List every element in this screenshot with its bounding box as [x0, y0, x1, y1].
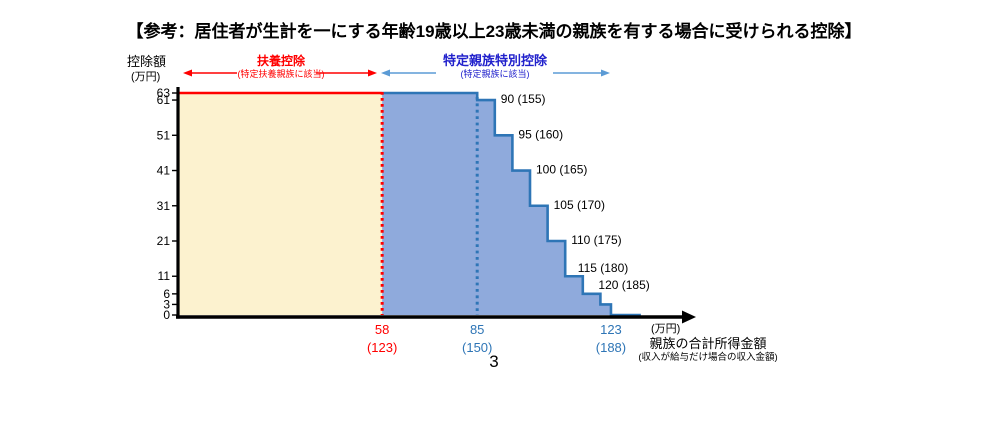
- fuyou-region: [178, 93, 383, 315]
- x-tick-income: 85: [470, 322, 484, 337]
- x-axis-title: 親族の合計所得金額: [649, 336, 767, 351]
- step-label: 110 (175): [571, 233, 621, 247]
- tokutei-region: [382, 93, 641, 315]
- y-tick-label: 51: [157, 128, 171, 142]
- tokutei-range-arrow-right-arrowhead: [601, 69, 610, 77]
- fuyou-range-arrow-right-arrowhead: [368, 69, 377, 77]
- fuyou-header-label: 扶養控除: [256, 54, 305, 68]
- y-tick-label: 0: [163, 308, 170, 322]
- tokutei-header: 特定親族特別控除 (特定親族に該当): [378, 53, 612, 79]
- x-tick-income: 123: [600, 322, 622, 337]
- page-number: 3: [489, 352, 499, 371]
- x-tick-salary: (150): [462, 340, 492, 355]
- y-tick-label: 63: [157, 86, 171, 100]
- step-label: 105 (170): [554, 198, 605, 212]
- page-title: 【参考：居住者が生計を一にする年齢19歳以上23歳未満の親族を有する場合に受けら…: [126, 22, 862, 41]
- y-tick-label: 21: [157, 234, 171, 248]
- x-axis-title-block: 親族の合計所得金額 (収入が給与だけ場合の収入金額): [624, 336, 792, 364]
- y-tick-label: 61: [157, 93, 171, 107]
- y-tick-label: 41: [157, 164, 171, 178]
- x-axis-arrowhead: [682, 310, 696, 324]
- step-label: 115 (180): [578, 261, 628, 275]
- step-label: 95 (160): [518, 127, 563, 141]
- x-tick-salary: (123): [367, 340, 397, 355]
- tokutei-range-arrow-left-arrowhead: [381, 69, 390, 77]
- y-tick-label: 6: [163, 287, 170, 301]
- y-tick-label: 31: [157, 199, 171, 213]
- step-label: 90 (155): [501, 92, 546, 106]
- step-label: 120 (185): [598, 278, 649, 292]
- y-tick-label: 3: [163, 297, 170, 311]
- x-axis-unit: (万円): [651, 323, 681, 335]
- fuyou-header: 扶養控除 (特定扶養親族に該当): [182, 54, 380, 79]
- y-axis-title: 控除額: [127, 54, 167, 69]
- deduction-step-line: [382, 91, 641, 317]
- y-tick-label: 11: [158, 269, 171, 283]
- fuyou-header-sublabel: (特定扶養親族に該当): [237, 68, 325, 79]
- y-axis-unit: (万円): [131, 71, 161, 83]
- step-label: 100 (165): [536, 163, 587, 177]
- x-tick-income: 58: [375, 322, 389, 337]
- tokutei-header-label: 特定親族特別控除: [442, 53, 547, 68]
- fuyou-range-arrow-left-arrowhead: [183, 69, 192, 77]
- tokutei-header-sublabel: (特定親族に該当): [460, 68, 530, 79]
- x-tick-salary: (188): [596, 340, 626, 355]
- x-axis-subtitle: (収入が給与だけ場合の収入金額): [638, 351, 778, 363]
